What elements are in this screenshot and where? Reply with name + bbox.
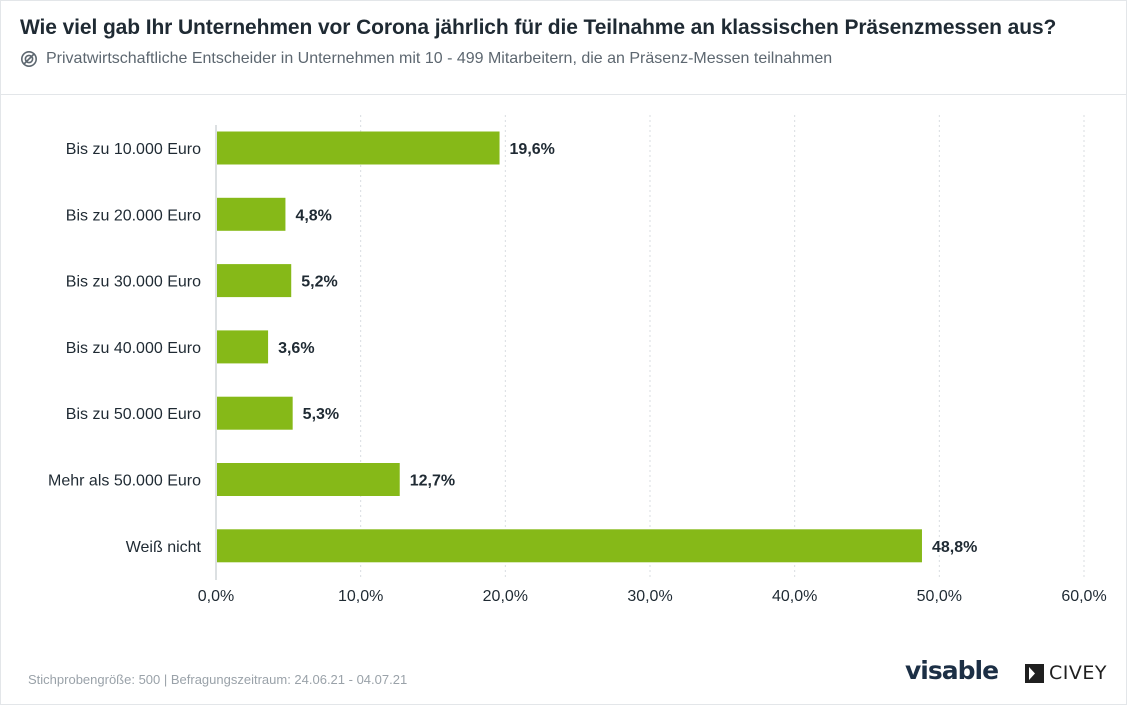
category-label: Bis zu 20.000 Euro bbox=[66, 207, 201, 224]
data-label: 5,3% bbox=[303, 406, 339, 423]
data-label: 12,7% bbox=[410, 473, 455, 490]
visable-logo: visable bbox=[905, 656, 999, 685]
civey-logo-text: CIVEY bbox=[1049, 662, 1107, 684]
data-label: 5,2% bbox=[301, 274, 337, 291]
civey-mark-icon bbox=[1025, 663, 1044, 683]
x-tick-label: 50,0% bbox=[917, 588, 962, 605]
bar bbox=[217, 330, 269, 364]
data-label: 3,6% bbox=[278, 340, 314, 357]
bar bbox=[217, 131, 500, 165]
category-label: Bis zu 30.000 Euro bbox=[66, 274, 201, 291]
x-tick-label: 0,0% bbox=[198, 588, 234, 605]
category-label: Bis zu 50.000 Euro bbox=[66, 406, 201, 423]
bar bbox=[217, 529, 922, 563]
sample-filter-icon bbox=[20, 50, 38, 68]
x-tick-label: 10,0% bbox=[338, 588, 383, 605]
data-label: 48,8% bbox=[932, 539, 977, 556]
x-tick-label: 30,0% bbox=[627, 588, 672, 605]
x-tick-label: 20,0% bbox=[483, 588, 528, 605]
chart-subtitle: Privatwirtschaftliche Entscheider in Unt… bbox=[46, 50, 833, 67]
bar bbox=[217, 197, 286, 231]
subtitle-row: Privatwirtschaftliche Entscheider in Unt… bbox=[20, 50, 1107, 68]
data-label: 4,8% bbox=[295, 207, 331, 224]
data-label: 19,6% bbox=[510, 141, 555, 158]
category-label: Weiß nicht bbox=[126, 539, 202, 556]
chart-title: Wie viel gab Ihr Unternehmen vor Corona … bbox=[20, 16, 1057, 39]
category-label: Bis zu 40.000 Euro bbox=[66, 340, 201, 357]
category-label: Mehr als 50.000 Euro bbox=[48, 473, 201, 490]
x-tick-label: 60,0% bbox=[1061, 588, 1106, 605]
sample-info: Stichprobengröße: 500 | Befragungszeitra… bbox=[28, 672, 408, 687]
header-divider bbox=[0, 94, 1127, 95]
chart-header: Wie viel gab Ihr Unternehmen vor Corona … bbox=[20, 16, 1107, 68]
bar bbox=[217, 396, 293, 430]
category-label: Bis zu 10.000 Euro bbox=[66, 141, 201, 158]
bar bbox=[217, 264, 292, 298]
x-tick-label: 40,0% bbox=[772, 588, 817, 605]
bar bbox=[217, 463, 400, 496]
civey-logo: CIVEY bbox=[1024, 662, 1107, 684]
